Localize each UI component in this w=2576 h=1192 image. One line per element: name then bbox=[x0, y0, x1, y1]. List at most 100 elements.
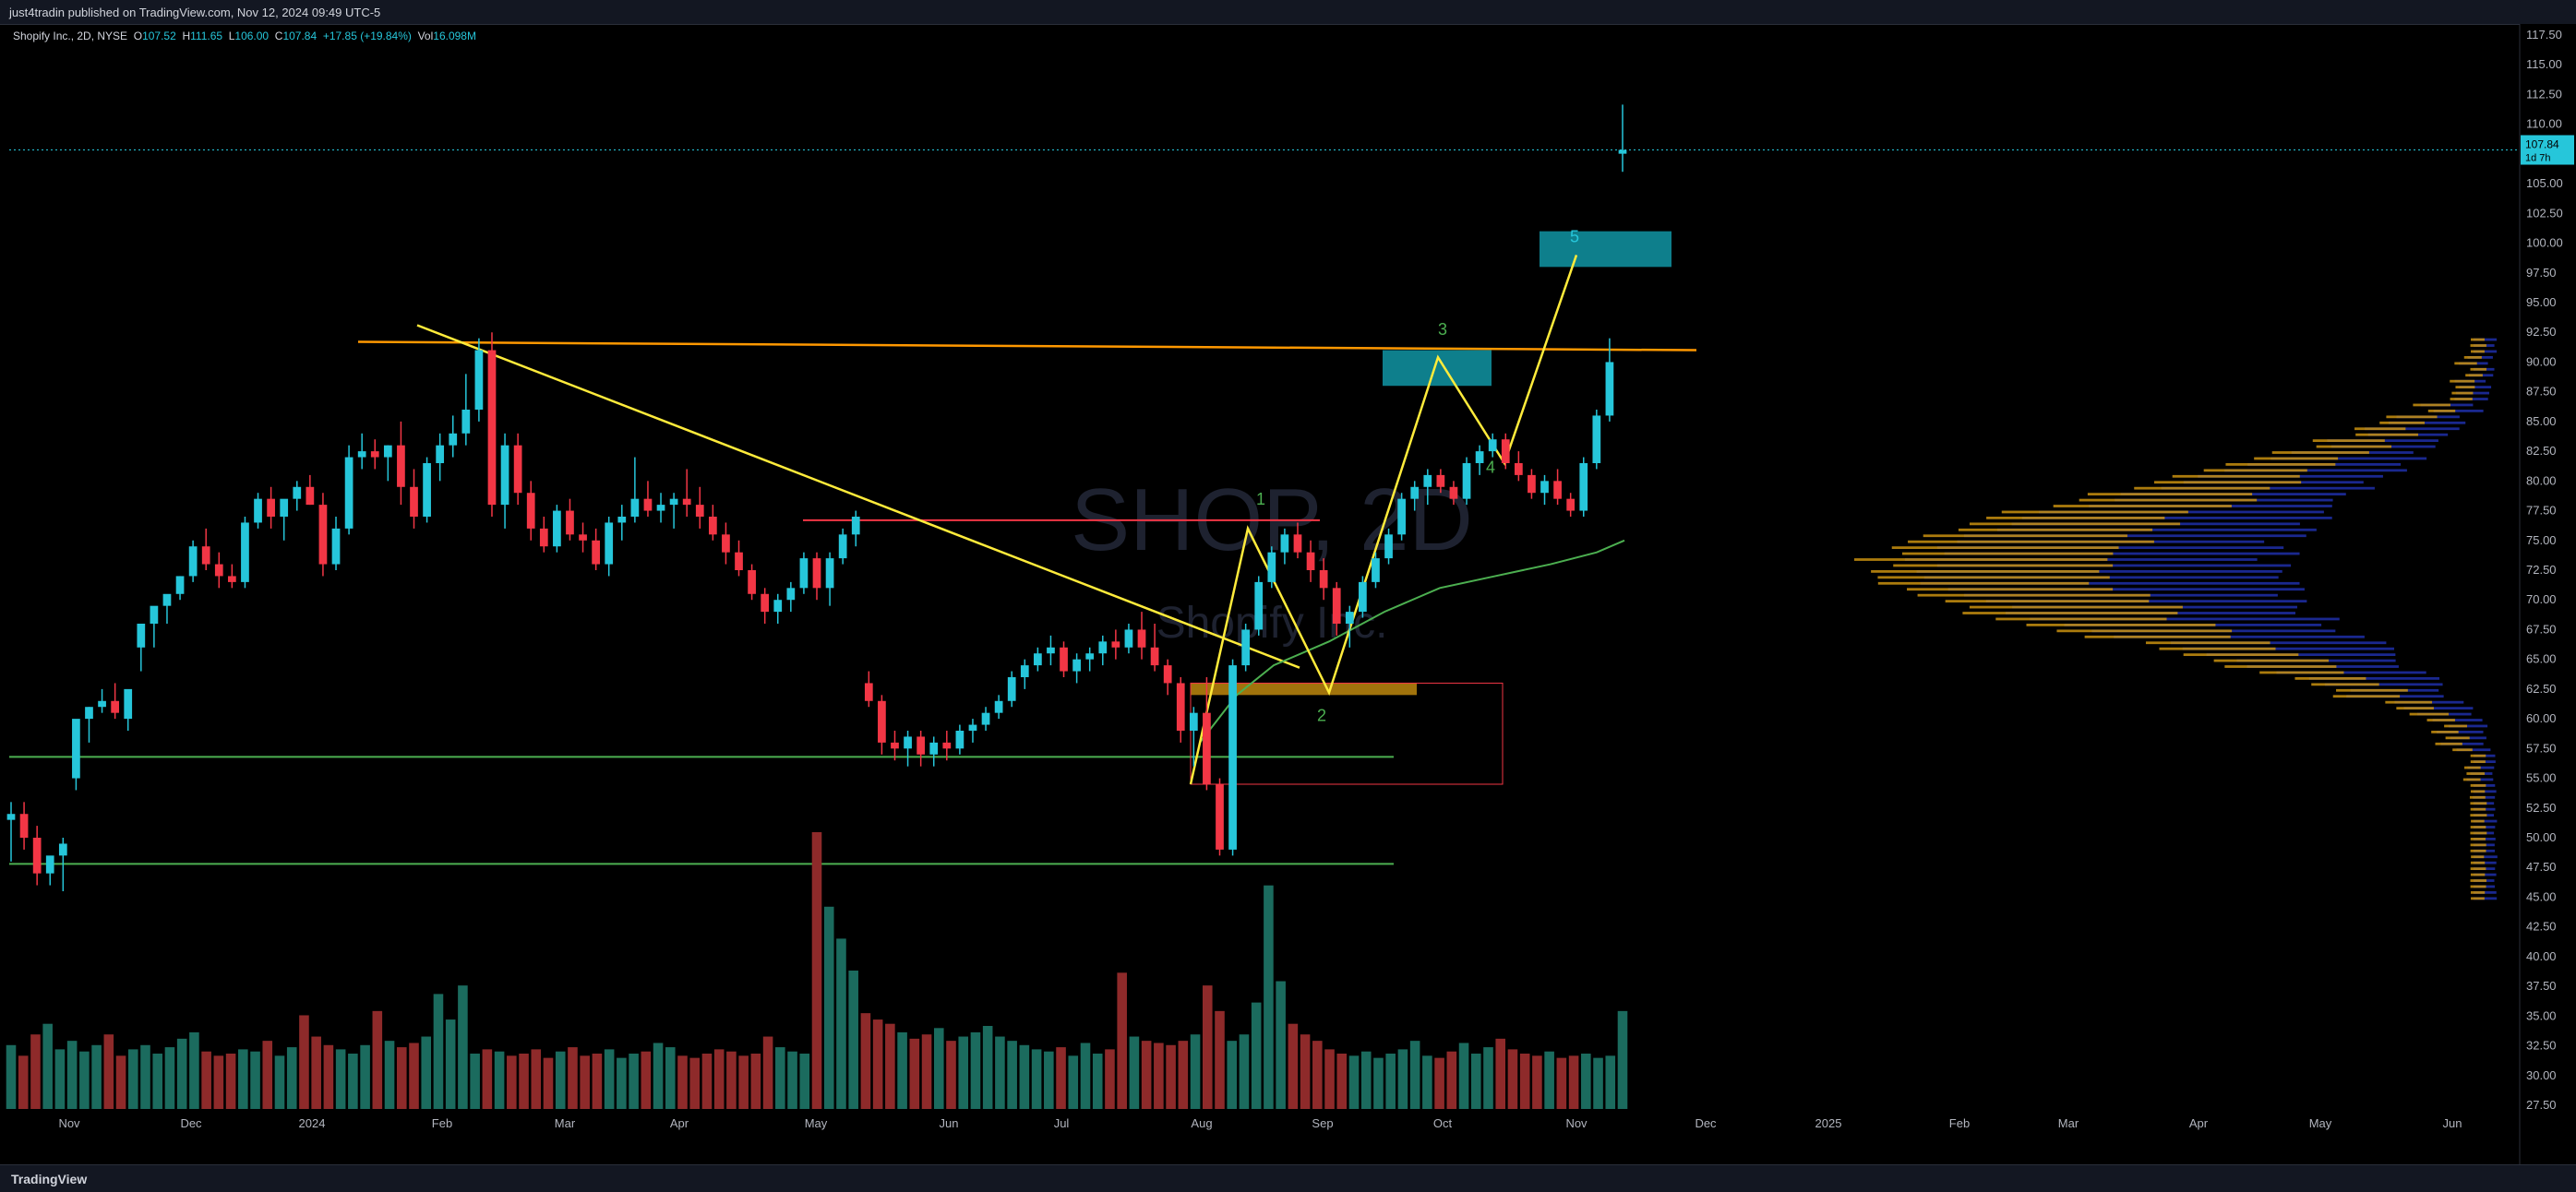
candle-body[interactable] bbox=[644, 499, 653, 511]
candle-body[interactable] bbox=[332, 529, 341, 565]
candle-body[interactable] bbox=[1034, 653, 1042, 665]
candle-body[interactable] bbox=[1228, 665, 1237, 850]
candle-body[interactable] bbox=[72, 719, 80, 778]
candle-body[interactable] bbox=[566, 511, 574, 535]
candle-body[interactable] bbox=[1254, 582, 1263, 630]
candle-body[interactable] bbox=[1111, 641, 1120, 647]
candle-body[interactable] bbox=[722, 534, 730, 552]
candle-body[interactable] bbox=[254, 499, 262, 523]
candle-body[interactable] bbox=[1566, 499, 1575, 511]
candle-body[interactable] bbox=[956, 731, 965, 748]
candle-body[interactable] bbox=[1540, 481, 1549, 493]
candle-body[interactable] bbox=[98, 701, 106, 707]
candle-body[interactable] bbox=[1098, 641, 1107, 653]
candle-body[interactable] bbox=[267, 499, 275, 517]
candle-body[interactable] bbox=[540, 529, 548, 546]
candle-body[interactable] bbox=[786, 588, 795, 600]
candle-body[interactable] bbox=[617, 517, 626, 522]
candle-body[interactable] bbox=[1138, 629, 1146, 647]
candle-body[interactable] bbox=[1502, 439, 1510, 463]
candle-body[interactable] bbox=[1346, 612, 1354, 624]
candle-body[interactable] bbox=[773, 600, 782, 612]
candle-body[interactable] bbox=[410, 487, 418, 517]
candle-body[interactable] bbox=[1437, 475, 1445, 487]
candle-body[interactable] bbox=[1125, 629, 1133, 647]
candle-body[interactable] bbox=[670, 499, 678, 505]
candle-body[interactable] bbox=[306, 487, 314, 505]
candle-body[interactable] bbox=[631, 499, 640, 517]
candle-body[interactable] bbox=[1592, 415, 1600, 463]
candle-body[interactable] bbox=[942, 743, 951, 748]
candle-body[interactable] bbox=[423, 463, 431, 517]
candle-body[interactable] bbox=[917, 736, 925, 754]
candle-body[interactable] bbox=[189, 546, 198, 576]
candle-body[interactable] bbox=[228, 576, 236, 581]
candle-body[interactable] bbox=[1476, 451, 1484, 463]
candle-body[interactable] bbox=[33, 838, 42, 874]
tradingview-logo[interactable]: TradingView bbox=[11, 1172, 87, 1186]
candle-body[interactable] bbox=[293, 487, 301, 499]
candle-body[interactable] bbox=[1267, 553, 1276, 582]
candle-body[interactable] bbox=[358, 451, 366, 457]
candle-body[interactable] bbox=[397, 446, 405, 487]
candle-body[interactable] bbox=[1294, 534, 1302, 552]
candle-body[interactable] bbox=[995, 701, 1003, 713]
candle-body[interactable] bbox=[1085, 653, 1094, 659]
candle-body[interactable] bbox=[826, 558, 834, 588]
candle-body[interactable] bbox=[1359, 582, 1367, 612]
candle-body[interactable] bbox=[514, 446, 522, 494]
candle-body[interactable] bbox=[475, 351, 484, 410]
candle-body[interactable] bbox=[748, 570, 756, 594]
candle-body[interactable] bbox=[384, 446, 392, 458]
candle-body[interactable] bbox=[280, 499, 288, 517]
candle-body[interactable] bbox=[800, 558, 809, 588]
candle-body[interactable] bbox=[969, 725, 977, 731]
candle-body[interactable] bbox=[241, 522, 249, 581]
candle-body[interactable] bbox=[1216, 784, 1224, 850]
candle-body[interactable] bbox=[1151, 648, 1159, 665]
candle-body[interactable] bbox=[709, 517, 717, 534]
candle-body[interactable] bbox=[124, 689, 132, 719]
candle-body[interactable] bbox=[1060, 648, 1068, 672]
candle-body[interactable] bbox=[1008, 677, 1016, 701]
candle-body[interactable] bbox=[839, 534, 847, 558]
candle-body[interactable] bbox=[59, 843, 67, 855]
candle-body[interactable] bbox=[1320, 570, 1328, 588]
candle-body[interactable] bbox=[319, 505, 328, 564]
candle-body[interactable] bbox=[865, 683, 873, 700]
candle-body[interactable] bbox=[683, 499, 691, 505]
candle-body[interactable] bbox=[1021, 665, 1029, 677]
candle-body[interactable] bbox=[1333, 588, 1341, 624]
candle-body[interactable] bbox=[761, 594, 769, 612]
candle-body[interactable] bbox=[488, 351, 497, 506]
candle-body[interactable] bbox=[1450, 487, 1458, 499]
candle-body[interactable] bbox=[111, 701, 119, 713]
candle-body[interactable] bbox=[1072, 660, 1081, 672]
candle-body[interactable] bbox=[1307, 553, 1315, 570]
candle-body[interactable] bbox=[1606, 362, 1614, 415]
candle-body[interactable] bbox=[1410, 487, 1419, 499]
candle-body[interactable] bbox=[1203, 713, 1211, 784]
candle-body[interactable] bbox=[982, 713, 990, 725]
candle-body[interactable] bbox=[1177, 683, 1185, 731]
candle-body[interactable] bbox=[1553, 481, 1562, 498]
candle-body[interactable] bbox=[592, 541, 600, 565]
candle-body[interactable] bbox=[1579, 463, 1588, 511]
candle-body[interactable] bbox=[150, 606, 159, 624]
candle-body[interactable] bbox=[891, 743, 899, 748]
candle-body[interactable] bbox=[904, 736, 912, 748]
candle-body[interactable] bbox=[1397, 499, 1406, 535]
candle-body[interactable] bbox=[137, 624, 145, 648]
candle-body[interactable] bbox=[852, 517, 860, 534]
candle-body[interactable] bbox=[7, 814, 16, 819]
candle-body[interactable] bbox=[527, 493, 535, 529]
candle-body[interactable] bbox=[215, 565, 223, 577]
candle-body[interactable] bbox=[813, 558, 821, 588]
candle-body[interactable] bbox=[1047, 648, 1055, 653]
candle-body[interactable] bbox=[461, 410, 470, 434]
candle-body[interactable] bbox=[553, 511, 561, 547]
candle-body[interactable] bbox=[163, 594, 172, 606]
candle-body[interactable] bbox=[1281, 534, 1289, 552]
candle-body[interactable] bbox=[202, 546, 210, 564]
candle-body[interactable] bbox=[176, 576, 185, 593]
